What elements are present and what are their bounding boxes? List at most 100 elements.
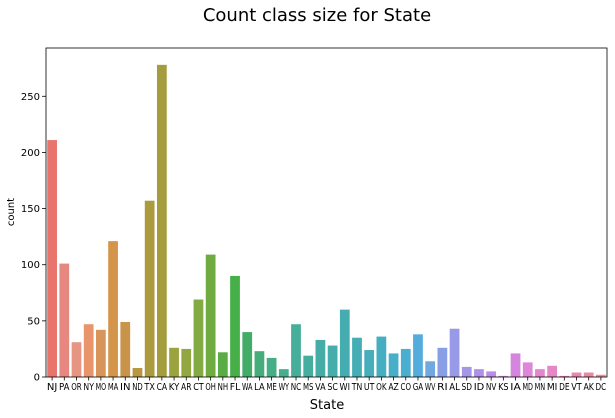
x-tick-label: NH [218, 382, 229, 393]
bar-mi [547, 365, 557, 377]
bar-nh [217, 352, 228, 377]
x-tick-label: KS [498, 382, 509, 393]
x-tick-label: CA [157, 382, 168, 393]
x-tick-label: RI [437, 382, 448, 393]
bar-me [266, 357, 277, 377]
x-tick-label: IA [510, 382, 521, 393]
x-tick-label: LA [254, 382, 265, 393]
x-tick-label: DC [596, 382, 607, 393]
y-axis-label: count [6, 198, 17, 226]
y-tick-label: 200 [21, 148, 40, 159]
x-tick-label: NC [291, 382, 302, 393]
y-tick-label: 100 [21, 260, 40, 271]
bar-tx [144, 200, 155, 377]
x-tick-label: VT [571, 382, 582, 393]
x-tick-label: AK [583, 382, 594, 393]
x-tick-label: WI [340, 382, 351, 393]
x-tick-label: OH [205, 382, 216, 393]
bar-pa [59, 263, 70, 377]
bar-ms [303, 355, 314, 377]
bar-nv [486, 371, 497, 377]
chart-title: Count class size for State [203, 5, 431, 26]
x-tick-label: ND [132, 382, 143, 393]
x-tick-label: NV [486, 382, 497, 393]
bar-ky [169, 347, 179, 377]
bar-tn [352, 337, 362, 377]
x-tick-label: WV [425, 382, 436, 393]
bar-dc [596, 374, 606, 377]
x-tick-label: OR [71, 382, 82, 393]
bar-oh [205, 254, 216, 377]
x-tick-label: AL [449, 382, 460, 393]
x-tick-label: FL [230, 382, 241, 393]
x-tick-label: WA [242, 382, 253, 393]
bar-va [315, 339, 326, 377]
y-tick-label: 150 [21, 204, 40, 215]
bar-fl [230, 275, 240, 377]
bar-nj [47, 140, 57, 377]
bar-ar [181, 348, 192, 377]
x-tick-label: GA [413, 382, 424, 393]
x-tick-label: WY [279, 382, 290, 393]
bar-ut [364, 350, 375, 377]
y-tick-label: 50 [27, 316, 40, 327]
x-tick-label: SC [327, 382, 338, 393]
x-tick-label: NJ [47, 382, 58, 393]
x-tick-label: VA [315, 382, 326, 393]
bar-nc [291, 324, 301, 377]
x-tick-label: ME [266, 382, 277, 393]
x-tick-label: IN [120, 382, 131, 393]
x-tick-label: MS [303, 382, 314, 393]
x-tick-label: MO [96, 382, 107, 393]
bar-wy [278, 369, 289, 377]
x-tick-label: SD [462, 382, 473, 393]
x-tick-label: CO [401, 382, 412, 393]
x-axis: NJ PA OR NY MO MA IN ND TX CA KY AR CT OH NH FL WA LA ME WY… [47, 377, 606, 393]
x-tick-label: UT [364, 382, 375, 393]
bar-or [71, 342, 82, 377]
bar-az [388, 353, 399, 377]
bar-id [474, 369, 484, 377]
x-tick-label: TN [351, 382, 362, 393]
x-tick-label: DE [559, 382, 570, 393]
bar-vt [571, 372, 582, 377]
bar-de [559, 375, 570, 377]
x-tick-label: OK [376, 382, 387, 393]
x-tick-label: KY [169, 382, 180, 393]
bar-mn [535, 369, 545, 377]
x-axis-label: State [310, 398, 344, 413]
x-tick-label: MA [108, 382, 119, 393]
x-tick-label: CT [193, 382, 204, 393]
bar-wa [242, 332, 253, 377]
x-tick-label: MN [535, 382, 546, 393]
bar-ia [510, 353, 521, 377]
bar-sd [461, 366, 472, 377]
bar-md [522, 362, 533, 377]
x-tick-label: MD [522, 382, 533, 393]
bar-co [400, 348, 411, 377]
bar-nd [132, 368, 143, 377]
bar-sc [327, 345, 338, 377]
bar-ca [156, 64, 167, 377]
bar-ct [193, 299, 204, 377]
bar-ny [83, 324, 94, 377]
bar-ks [498, 375, 509, 377]
bar-ga [413, 334, 423, 377]
x-tick-label: AR [181, 382, 192, 393]
y-tick-label: 0 [34, 373, 40, 384]
bar-mo [96, 329, 106, 377]
x-tick-label: PA [59, 382, 70, 393]
bar-in [120, 321, 131, 377]
x-tick-label: ID [474, 382, 485, 393]
y-axis: 0 50 100 150 200 250 [21, 92, 46, 384]
bar-ma [108, 241, 118, 377]
bar-ri [437, 347, 448, 377]
y-tick-label: 250 [21, 92, 40, 103]
bar-ok [376, 336, 387, 377]
bar-la [254, 351, 265, 377]
bar-al [449, 328, 460, 377]
x-tick-label: AZ [388, 382, 399, 393]
x-tick-label: MI [547, 382, 558, 393]
x-tick-label: NY [83, 382, 94, 393]
